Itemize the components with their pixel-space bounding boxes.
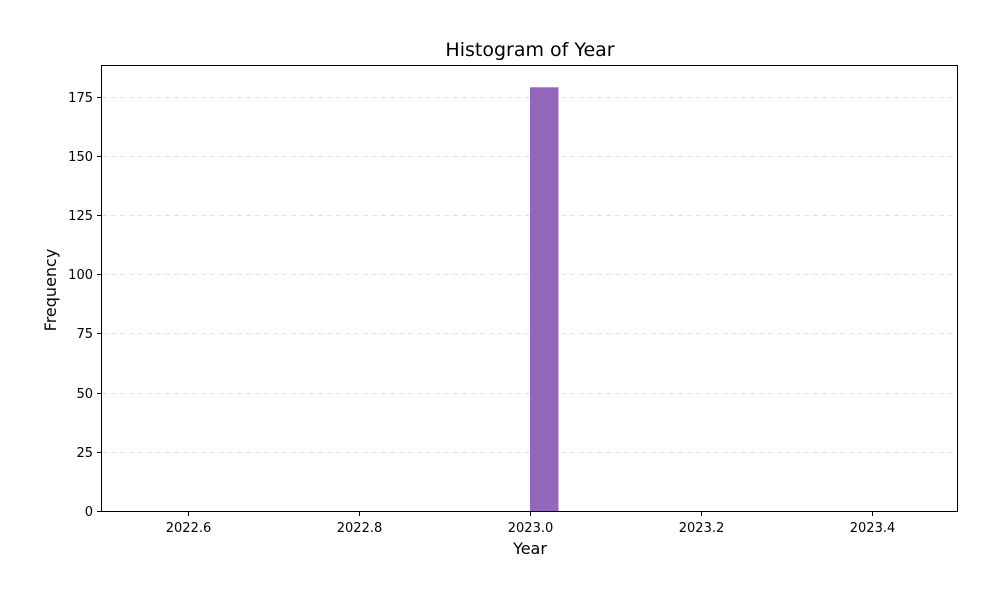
x-tick-label: 2023.0: [508, 521, 554, 536]
plot-frame: [101, 65, 958, 512]
y-axis-ticks: 0 25 50 75 100 125 150 175: [68, 91, 102, 520]
y-tick-label: 175: [68, 91, 93, 106]
y-tick-label: 75: [76, 327, 93, 342]
x-tick-label: 2023.4: [850, 521, 896, 536]
histogram-bars: [530, 87, 559, 512]
y-tick-label: 100: [68, 268, 93, 283]
x-axis-label: Year: [512, 539, 547, 558]
chart-title: Histogram of Year: [445, 39, 614, 61]
x-tick-label: 2022.8: [337, 521, 383, 536]
y-axis-label: Frequency: [41, 249, 60, 332]
x-axis-ticks: 2022.6 2022.8 2023.0 2023.2 2023.4: [166, 511, 896, 536]
y-tick-label: 150: [68, 150, 93, 165]
y-tick-label: 50: [76, 387, 93, 402]
x-tick-label: 2023.2: [679, 521, 725, 536]
x-tick-label: 2022.6: [166, 521, 212, 536]
y-tick-label: 0: [85, 505, 93, 520]
y-tick-label: 25: [76, 446, 93, 461]
y-tick-label: 125: [68, 209, 93, 224]
histogram-bar: [530, 87, 559, 512]
